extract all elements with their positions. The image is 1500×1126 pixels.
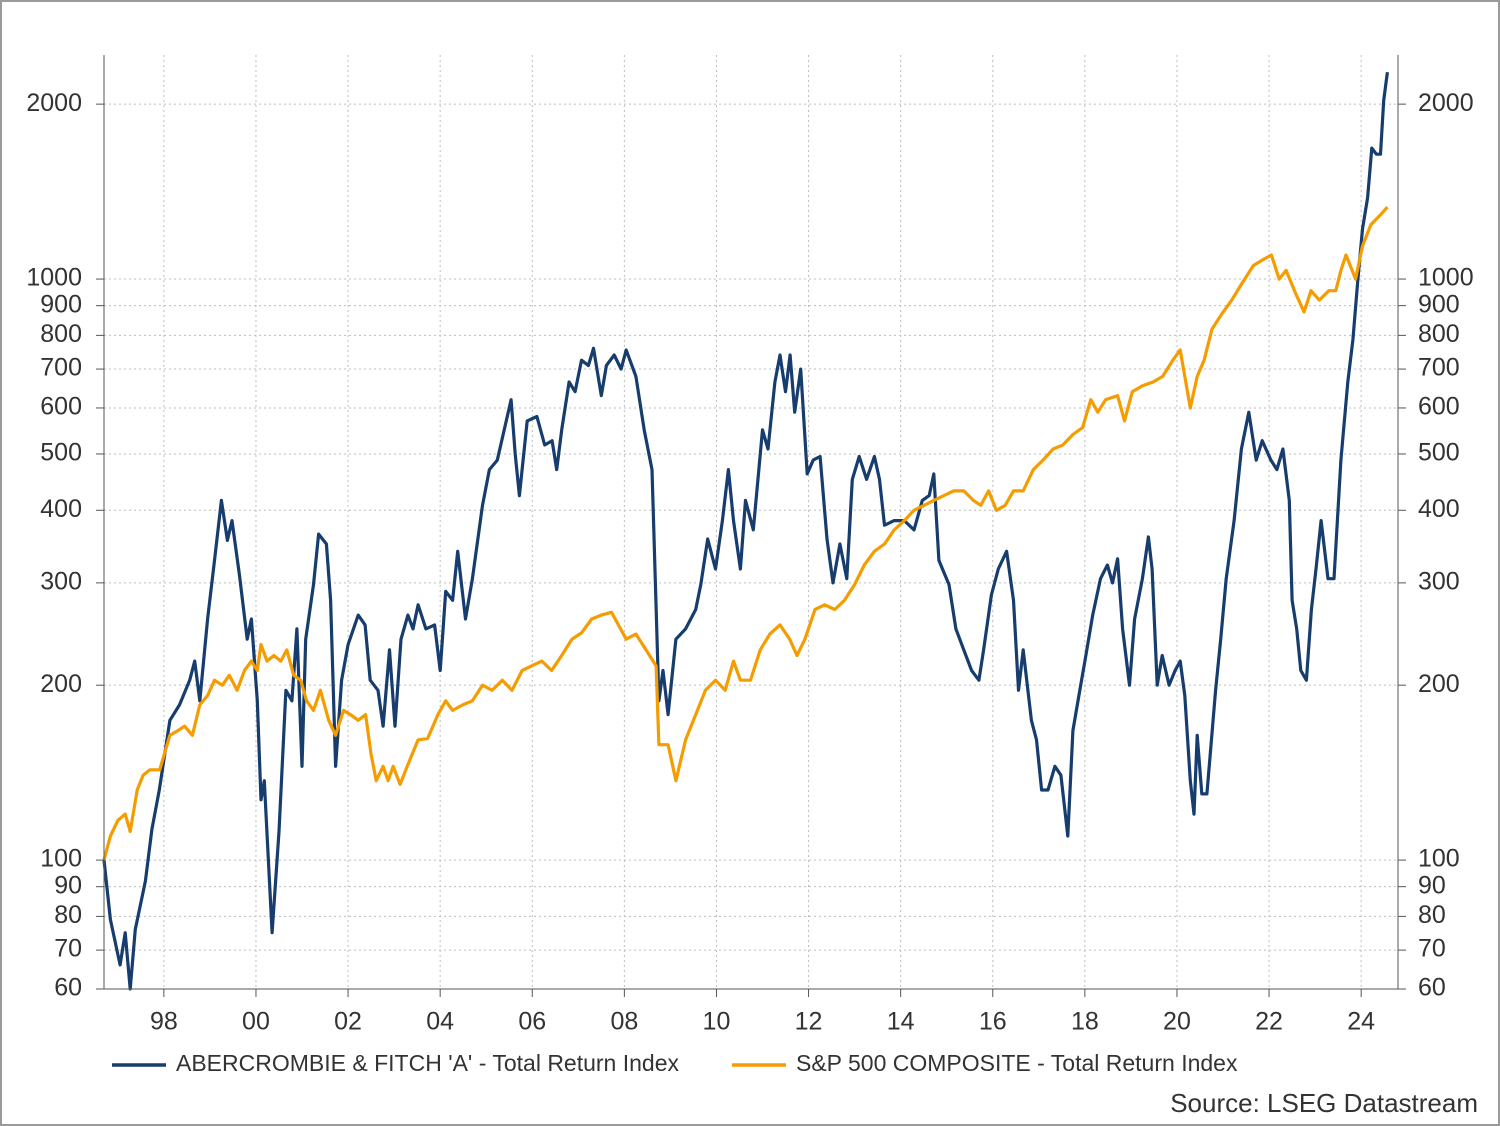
y-tick-label: 80 [54, 901, 82, 929]
y-tick-label: 700 [40, 354, 82, 382]
x-tick-label: 18 [1071, 1008, 1099, 1036]
y-tick-label: 100 [40, 845, 82, 873]
x-tick-label: 10 [703, 1008, 731, 1036]
y-tick-label: 2000 [26, 89, 82, 117]
y-tick-label: 200 [40, 670, 82, 698]
y2-tick-label: 1000 [1418, 264, 1474, 292]
y2-tick-label: 800 [1418, 320, 1460, 348]
x-tick-label: 22 [1255, 1008, 1283, 1036]
x-tick-label: 14 [887, 1008, 915, 1036]
x-tick-label: 20 [1163, 1008, 1191, 1036]
y2-tick-label: 100 [1418, 845, 1460, 873]
y2-tick-label: 900 [1418, 290, 1460, 318]
x-tick-label: 04 [426, 1008, 454, 1036]
x-tick-label: 08 [610, 1008, 638, 1036]
y2-tick-label: 80 [1418, 901, 1446, 929]
y2-tick-label: 2000 [1418, 89, 1474, 117]
y-tick-label: 90 [54, 871, 82, 899]
y-tick-label: 60 [54, 974, 82, 1002]
data-line [102, 71, 1389, 991]
x-tick-label: 12 [795, 1008, 823, 1036]
y2-tick-label: 700 [1418, 354, 1460, 382]
data-line [102, 206, 1389, 861]
y-tick-label: 1000 [26, 264, 82, 292]
source-note: Source: LSEG Datastream [1170, 1088, 1478, 1118]
y-tick-label: 70 [54, 935, 82, 963]
y2-tick-label: 300 [1418, 567, 1460, 595]
y2-tick-label: 90 [1418, 871, 1446, 899]
y2-tick-label: 60 [1418, 974, 1446, 1002]
y2-tick-label: 400 [1418, 495, 1460, 523]
x-tick-label: 00 [242, 1008, 270, 1036]
legend-label: S&P 500 COMPOSITE - Total Return Index [796, 1050, 1238, 1076]
x-tick-label: 16 [979, 1008, 1007, 1036]
y2-tick-label: 600 [1418, 393, 1460, 421]
legend-label: ABERCROMBIE & FITCH 'A' - Total Return I… [176, 1050, 680, 1076]
y-tick-label: 900 [40, 290, 82, 318]
x-tick-label: 06 [518, 1008, 546, 1036]
x-tick-label: 24 [1347, 1008, 1375, 1036]
y-tick-label: 500 [40, 439, 82, 467]
y-tick-label: 300 [40, 567, 82, 595]
y-tick-label: 600 [40, 393, 82, 421]
y2-tick-label: 70 [1418, 935, 1446, 963]
y2-tick-label: 500 [1418, 439, 1460, 467]
y2-tick-label: 200 [1418, 670, 1460, 698]
x-tick-label: 02 [334, 1008, 362, 1036]
grid [104, 55, 1398, 990]
lines [102, 71, 1389, 991]
x-tick-label: 98 [150, 1008, 178, 1036]
y-tick-label: 800 [40, 320, 82, 348]
y-tick-label: 400 [40, 495, 82, 523]
